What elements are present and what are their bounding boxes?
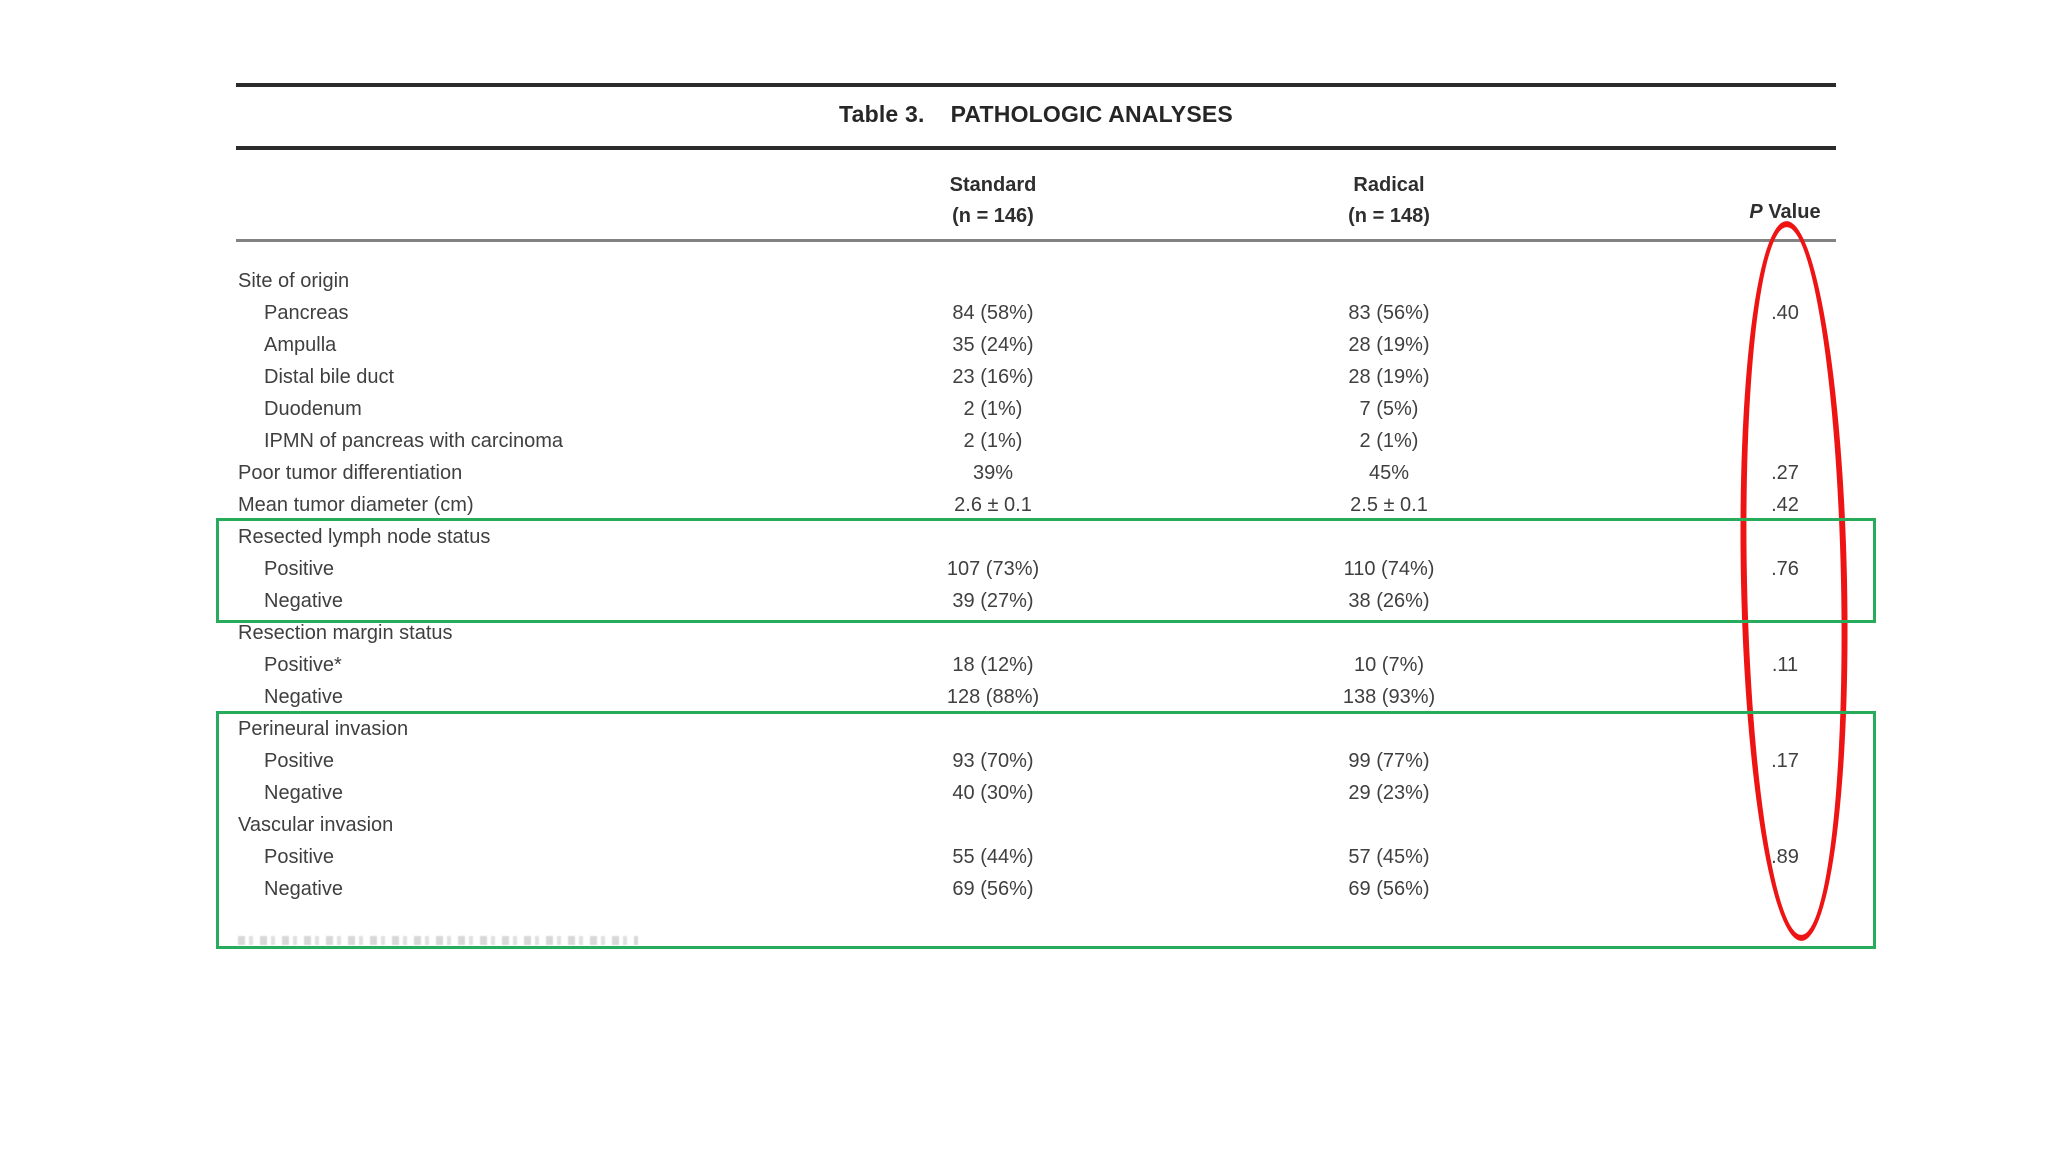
standard-n-count: (n = 146) bbox=[952, 205, 1034, 227]
radical-value: 138 (93%) bbox=[1342, 686, 1436, 708]
row-label: Vascular invasion bbox=[238, 814, 394, 836]
radical-value: 7 (5%) bbox=[1359, 398, 1419, 420]
table-row: Mean tumor diameter (cm) 2.6 ± 0.1 2.5 ± 0… bbox=[236, 489, 1836, 521]
table-row: Poor tumor differentiation 39% 45% .27 bbox=[236, 457, 1836, 489]
p-value: .17 bbox=[1771, 750, 1799, 772]
standard-value: 35 (24%) bbox=[952, 334, 1034, 356]
table-row: Pancreas 84 (58%) 83 (56%) .40 bbox=[236, 297, 1836, 329]
row-label: Ampulla bbox=[264, 334, 337, 356]
radical-value: 110 (74%) bbox=[1343, 558, 1435, 580]
row-label: Negative bbox=[264, 782, 343, 804]
standard-value: 2 (1%) bbox=[963, 430, 1023, 452]
table-row: Vascular invasion bbox=[236, 809, 1836, 841]
radical-value: 2.5 ± 0.1 bbox=[1350, 494, 1428, 516]
radical-value: 99 (77%) bbox=[1348, 750, 1430, 772]
radical-value: 38 (26%) bbox=[1348, 590, 1430, 612]
p-value: .27 bbox=[1771, 462, 1799, 484]
table-row: Duodenum 2 (1%) 7 (5%) bbox=[236, 393, 1836, 425]
row-label: Distal bile duct bbox=[264, 366, 395, 388]
standard-value: 55 (44%) bbox=[952, 846, 1034, 868]
table-row: Negative 40 (30%) 29 (23%) bbox=[236, 777, 1836, 809]
row-label: Negative bbox=[264, 878, 343, 900]
table-row: Site of origin bbox=[236, 265, 1836, 297]
row-label: Pancreas bbox=[264, 302, 349, 324]
standard-value: 18 (12%) bbox=[952, 654, 1034, 676]
standard-value: 107 (73%) bbox=[946, 558, 1040, 580]
table-row: Resected lymph node status bbox=[236, 521, 1836, 553]
row-label: Resection margin status bbox=[238, 622, 453, 644]
standard-value: 2 (1%) bbox=[963, 398, 1023, 420]
radical-label: Radical bbox=[1353, 174, 1425, 196]
radical-value: 83 (56%) bbox=[1348, 302, 1430, 324]
standard-value: 23 (16%) bbox=[952, 366, 1034, 388]
table-row: Resection margin status bbox=[236, 617, 1836, 649]
standard-value: 128 (88%) bbox=[946, 686, 1040, 708]
row-label: IPMN of pancreas with carcinoma bbox=[264, 430, 564, 452]
radical-n-count: (n = 148) bbox=[1348, 205, 1430, 227]
standard-value: 39 (27%) bbox=[952, 590, 1034, 612]
radical-value: 57 (45%) bbox=[1348, 846, 1430, 868]
radical-value: 45% bbox=[1368, 462, 1410, 484]
column-header-radical: Radical (n = 148) bbox=[1348, 170, 1430, 232]
table-number: Table 3. bbox=[839, 101, 925, 127]
standard-value: 39% bbox=[972, 462, 1014, 484]
table-row: Positive* 18 (12%) 10 (7%) .11 bbox=[236, 649, 1836, 681]
table-row: Ampulla 35 (24%) 28 (19%) bbox=[236, 329, 1836, 361]
table-top-rule bbox=[236, 83, 1836, 87]
row-label: Positive bbox=[264, 750, 335, 772]
standard-value: 40 (30%) bbox=[952, 782, 1034, 804]
row-label: Positive bbox=[264, 558, 335, 580]
row-label: Negative bbox=[264, 686, 343, 708]
standard-value: 2.6 ± 0.1 bbox=[954, 494, 1032, 516]
table-row: IPMN of pancreas with carcinoma 2 (1%) 2 (… bbox=[236, 425, 1836, 457]
p-value-label: Value bbox=[1762, 201, 1821, 223]
header-bottom-rule bbox=[236, 239, 1836, 242]
column-header-pvalue: P Value bbox=[1749, 197, 1820, 228]
row-label: Duodenum bbox=[264, 398, 362, 420]
title-bottom-rule bbox=[236, 146, 1836, 150]
p-value: .40 bbox=[1771, 302, 1799, 324]
table-row: Positive 93 (70%) 99 (77%) .17 bbox=[236, 745, 1836, 777]
table-row: Perineural invasion bbox=[236, 713, 1836, 745]
clipped-footnote-fragment bbox=[238, 936, 638, 945]
row-label: Resected lymph node status bbox=[238, 526, 491, 548]
p-symbol: P bbox=[1749, 201, 1763, 223]
radical-value: 69 (56%) bbox=[1348, 878, 1430, 900]
standard-value: 93 (70%) bbox=[952, 750, 1034, 772]
row-label: Site of origin bbox=[238, 270, 350, 292]
standard-value: 84 (58%) bbox=[952, 302, 1034, 324]
radical-value: 28 (19%) bbox=[1348, 334, 1430, 356]
row-label: Positive bbox=[264, 846, 335, 868]
table-row: Positive 107 (73%) 110 (74%) .76 bbox=[236, 553, 1836, 585]
p-value: .11 bbox=[1771, 654, 1799, 676]
table-row: Distal bile duct 23 (16%) 28 (19%) bbox=[236, 361, 1836, 393]
table-row: Negative 39 (27%) 38 (26%) bbox=[236, 585, 1836, 617]
radical-value: 2 (1%) bbox=[1359, 430, 1419, 452]
table-row: Negative 128 (88%) 138 (93%) bbox=[236, 681, 1836, 713]
p-value: .89 bbox=[1771, 846, 1799, 868]
table-title: Table 3. PATHOLOGIC ANALYSES bbox=[236, 101, 1836, 128]
radical-value: 29 (23%) bbox=[1348, 782, 1430, 804]
standard-label: Standard bbox=[949, 174, 1037, 196]
column-header-standard: Standard (n = 146) bbox=[950, 170, 1037, 232]
table-row: Negative 69 (56%) 69 (56%) bbox=[236, 873, 1836, 905]
row-label: Mean tumor diameter (cm) bbox=[238, 494, 474, 516]
row-label: Perineural invasion bbox=[238, 718, 409, 740]
p-value: .76 bbox=[1771, 558, 1799, 580]
standard-value: 69 (56%) bbox=[952, 878, 1034, 900]
radical-value: 10 (7%) bbox=[1353, 654, 1425, 676]
row-label: Positive* bbox=[264, 654, 342, 676]
table-title-text: PATHOLOGIC ANALYSES bbox=[950, 101, 1233, 127]
pathologic-analyses-table: Table 3. PATHOLOGIC ANALYSES Standard (n … bbox=[236, 0, 1836, 1000]
p-value: .42 bbox=[1771, 494, 1799, 516]
row-label: Poor tumor differentiation bbox=[238, 462, 463, 484]
table-rows: Site of origin Pancreas 84 (58%) 83 (56%) .4… bbox=[236, 265, 1836, 905]
row-label: Negative bbox=[264, 590, 343, 612]
table-row: Positive 55 (44%) 57 (45%) .89 bbox=[236, 841, 1836, 873]
radical-value: 28 (19%) bbox=[1348, 366, 1430, 388]
